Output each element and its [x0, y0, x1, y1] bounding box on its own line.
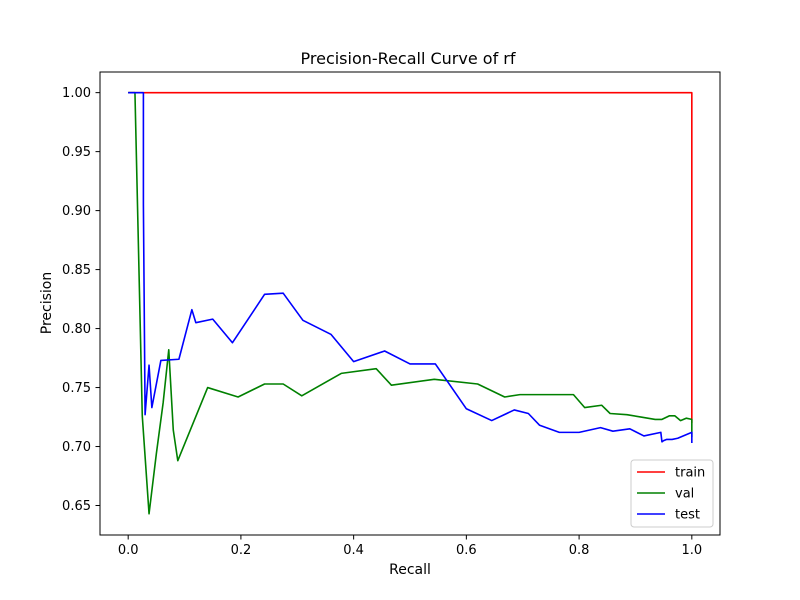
x-tick-label: 0.4 — [343, 543, 364, 558]
x-tick-label: 0.0 — [118, 543, 139, 558]
y-axis-label: Precision — [39, 272, 55, 334]
axes-frame — [99, 71, 721, 536]
legend-label-train: train — [675, 466, 705, 481]
y-axis: 0.65 0.70 0.75 0.80 0.85 0.90 0.95 1.00 — [62, 86, 100, 514]
x-tick-label: 1.0 — [681, 543, 702, 558]
series-line-test — [128, 91, 693, 443]
y-tick-label: 0.70 — [62, 440, 91, 455]
series-line-val — [128, 91, 693, 515]
x-tick-label: 0.8 — [569, 543, 590, 558]
y-tick-label: 0.85 — [62, 263, 91, 278]
legend-label-val: val — [675, 487, 694, 502]
plot-area — [128, 91, 693, 515]
chart-title: Precision-Recall Curve of rf — [301, 49, 516, 68]
series-line-train — [128, 91, 693, 423]
x-axis-label: Recall — [389, 562, 431, 578]
y-tick-label: 1.00 — [62, 86, 91, 101]
y-tick-label: 0.95 — [62, 145, 91, 160]
y-tick-label: 0.75 — [62, 381, 91, 396]
legend-label-test: test — [675, 508, 700, 523]
legend: train val test — [630, 459, 714, 528]
x-tick-label: 0.2 — [231, 543, 252, 558]
x-axis: 0.0 0.2 0.4 0.6 0.8 1.0 — [118, 535, 702, 558]
legend-box — [630, 459, 714, 528]
y-tick-label: 0.80 — [62, 322, 91, 337]
y-tick-label: 0.90 — [62, 204, 91, 219]
y-tick-label: 0.65 — [62, 499, 91, 514]
x-tick-label: 0.6 — [456, 543, 477, 558]
